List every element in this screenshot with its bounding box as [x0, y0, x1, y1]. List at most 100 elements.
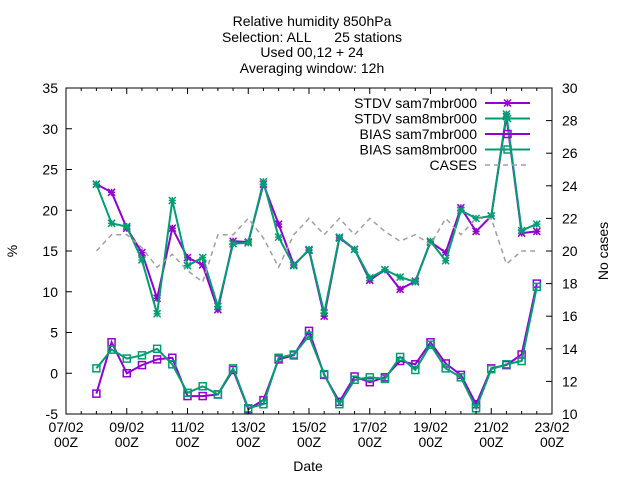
point-stroke — [122, 222, 131, 231]
y-tick-label: 35 — [42, 80, 58, 96]
data-point — [517, 226, 526, 235]
data-point — [122, 354, 131, 363]
title-line-1: Relative humidity 850hPa — [233, 13, 392, 29]
data-point — [274, 220, 283, 229]
data-point — [426, 340, 435, 349]
x-tick-label-time: 00Z — [54, 434, 79, 450]
data-point — [244, 238, 253, 247]
y2-tick-label: 12 — [562, 373, 578, 389]
point-box — [487, 364, 496, 374]
x-tick-label-time: 00Z — [297, 434, 322, 450]
point-box — [228, 364, 238, 373]
data-point — [365, 373, 374, 382]
x-tick-label-time: 00Z — [115, 434, 140, 450]
data-point — [152, 355, 162, 364]
y2-tick-label: 18 — [562, 276, 578, 292]
x-tick-label-date: 09/02 — [109, 419, 144, 435]
point-box — [198, 391, 207, 401]
x-tick-label-date: 15/02 — [291, 419, 326, 435]
data-point — [137, 255, 146, 264]
data-point — [289, 350, 299, 359]
x-tick-label-date: 07/02 — [48, 419, 83, 435]
x-tick-label-date: 23/02 — [534, 419, 569, 435]
data-point — [335, 233, 344, 242]
data-point — [107, 219, 116, 228]
x-axis-label: Date — [293, 458, 323, 474]
point-box — [502, 360, 511, 369]
data-point — [153, 309, 162, 318]
y2-tick-label: 24 — [562, 178, 578, 194]
plot-area — [92, 110, 542, 414]
legend-entry: STDV sam8mbr000 — [354, 111, 530, 127]
point-stroke — [168, 196, 177, 205]
data-point — [168, 360, 177, 369]
legend-label: STDV sam7mbr000 — [354, 95, 477, 111]
title-line-4: Averaging window: 12h — [240, 60, 385, 76]
data-point — [456, 206, 465, 215]
point-box — [137, 351, 147, 360]
legend-entry: BIAS sam7mbr000 — [360, 126, 530, 142]
data-point — [198, 382, 207, 391]
y2-tick-label: 14 — [562, 341, 578, 357]
point-stroke — [229, 239, 238, 248]
point-box — [411, 365, 420, 375]
point-stroke — [198, 253, 207, 262]
point-box — [152, 355, 162, 364]
x-tick-label-time: 00Z — [236, 434, 261, 450]
point-box — [517, 356, 526, 366]
point-stroke — [137, 255, 146, 264]
point-stroke — [274, 233, 283, 242]
point-box — [350, 375, 359, 385]
point-box — [319, 369, 329, 379]
data-point — [350, 245, 359, 254]
point-box — [137, 360, 147, 370]
point-box — [183, 388, 192, 398]
point-box — [168, 360, 177, 369]
data-point — [380, 265, 389, 274]
point-box — [426, 340, 435, 349]
data-point — [411, 277, 420, 287]
point-stroke — [396, 285, 405, 294]
point-box — [122, 354, 131, 363]
y-tick-label: 5 — [50, 325, 58, 341]
axes: -5 0 5 10 15 20 25 30 35 10 12 14 16 18 20 22 24 26 28 30 07… — [42, 80, 577, 450]
data-point — [92, 180, 101, 189]
point-box — [380, 374, 390, 384]
data-point — [472, 227, 481, 236]
series-stdv-sam8mbr000 — [92, 110, 541, 318]
data-point — [319, 369, 329, 379]
series-line — [95, 286, 538, 411]
point-box — [304, 331, 314, 341]
data-point — [92, 364, 101, 373]
point-box — [122, 369, 131, 378]
point-stroke — [289, 261, 298, 270]
legend-entry: STDV sam7mbr000 — [354, 95, 530, 111]
x-tick-label-time: 00Z — [479, 434, 504, 450]
data-point — [532, 227, 541, 236]
x-tick-label-time: 00Z — [175, 434, 200, 450]
legend-label: BIAS sam7mbr000 — [360, 126, 478, 142]
point-stroke — [213, 302, 222, 311]
y2-tick-label: 28 — [562, 113, 578, 129]
x-tick-label-time: 00Z — [358, 434, 383, 450]
y-tick-label: 0 — [50, 365, 58, 381]
data-point — [183, 388, 192, 398]
data-point — [259, 399, 268, 409]
data-point — [304, 245, 314, 254]
legend-label: STDV sam8mbr000 — [354, 111, 477, 127]
data-point — [396, 285, 405, 294]
data-point — [487, 364, 496, 374]
point-stroke — [259, 177, 268, 186]
legend-label: CASES — [430, 157, 477, 173]
chart-title: Relative humidity 850hPa Selection: ALL … — [222, 13, 402, 76]
data-point — [198, 253, 207, 262]
data-point — [320, 308, 329, 317]
point-box — [456, 373, 466, 382]
point-stroke — [411, 277, 420, 287]
data-point — [137, 351, 147, 360]
point-box — [365, 373, 374, 382]
data-point — [289, 261, 298, 270]
y-tick-label: 10 — [42, 284, 58, 300]
